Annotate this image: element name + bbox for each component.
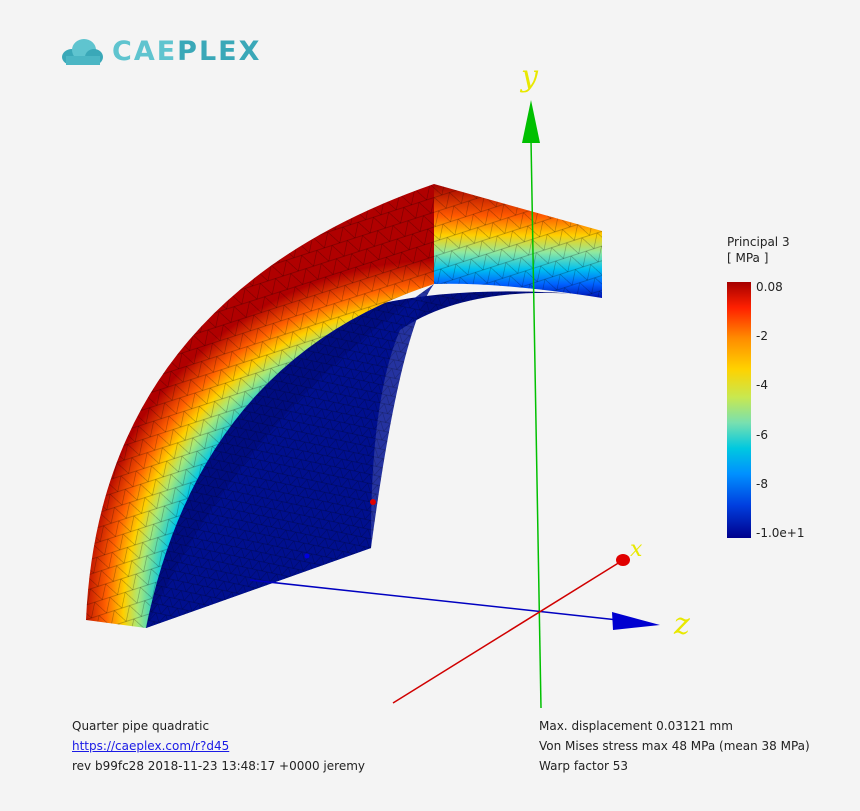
front-face	[86, 184, 434, 628]
end-face	[434, 184, 602, 298]
case-info: Quarter pipe quadratic https://caeplex.c…	[72, 716, 365, 776]
logo: CAEPLEX	[60, 36, 261, 67]
axis-z: z	[249, 579, 690, 642]
node-marker	[370, 499, 376, 505]
node-marker	[304, 553, 310, 559]
axis-x-label: x	[630, 537, 643, 562]
axis-z-label: z	[673, 607, 690, 642]
colorbar-tick: -1.0e+1	[756, 526, 805, 540]
colorbar-unit: [ MPa ]	[727, 251, 769, 265]
warp-factor: Warp factor 53	[539, 759, 629, 773]
colorbar-tick: -8	[756, 477, 768, 491]
axis-y: y	[519, 59, 542, 709]
colorbar-tick: -4	[756, 378, 768, 392]
colorbar-tick: 0.08	[756, 280, 783, 294]
max-displacement: Max. displacement 0.03121 mm	[539, 719, 733, 733]
colorbar-field-name: Principal 3	[727, 235, 790, 249]
cloud-icon	[62, 38, 103, 65]
logo-text-plex: PLEX	[177, 36, 262, 67]
axis-x: x	[392, 537, 643, 704]
colorbar	[727, 282, 751, 538]
bottom-face	[146, 284, 434, 628]
axis-y-label: y	[519, 59, 539, 94]
colorbar-title: Principal 3 [ MPa ]	[727, 234, 790, 266]
case-title: Quarter pipe quadratic	[72, 719, 210, 733]
revision-text: rev b99fc28 2018-11-23 13:48:17 +0000 je…	[72, 759, 365, 773]
logo-text-cae: CAE	[112, 36, 178, 67]
case-link[interactable]: https://caeplex.com/r?d45	[72, 739, 230, 753]
colorbar-tick: -2	[756, 329, 768, 343]
results-summary: Max. displacement 0.03121 mm Von Mises s…	[539, 716, 810, 776]
colorbar-tick: -6	[756, 428, 768, 442]
von-mises-stress: Von Mises stress max 48 MPa (mean 38 MPa…	[539, 739, 810, 753]
